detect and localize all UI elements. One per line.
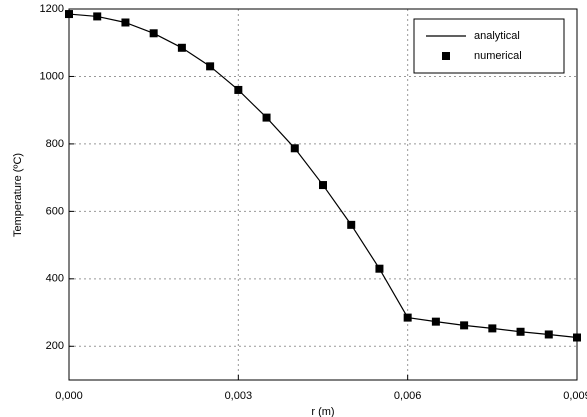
marker: [460, 321, 469, 330]
marker: [347, 220, 356, 229]
marker: [573, 333, 581, 342]
plot-frame: [68, 8, 578, 381]
marker: [121, 18, 130, 27]
legend-label: analytical: [474, 30, 520, 42]
marker: [516, 327, 525, 336]
legend-label: numerical: [474, 50, 522, 62]
y-tick-label: 800: [46, 138, 64, 150]
marker: [319, 181, 327, 190]
x-tick-label: 0,000: [55, 390, 83, 402]
marker: [403, 313, 412, 322]
y-tick-label: 1000: [40, 70, 64, 82]
legend-box: [413, 18, 565, 74]
marker: [234, 85, 243, 94]
marker: [177, 43, 186, 52]
legend-swatch: [442, 52, 450, 60]
x-tick-label: 0,003: [225, 390, 253, 402]
x-tick-label: 0,006: [394, 390, 422, 402]
marker: [375, 264, 384, 273]
marker: [206, 62, 215, 71]
x-axis-label: r (m): [311, 406, 334, 417]
marker: [544, 330, 553, 339]
x-tick-label: 0,009: [563, 390, 587, 402]
marker: [93, 12, 102, 21]
y-tick-label: 1200: [40, 3, 64, 15]
marker: [290, 144, 299, 153]
marker: [488, 324, 497, 333]
marker: [431, 317, 440, 326]
marker: [65, 10, 73, 19]
marker: [262, 113, 271, 122]
marker: [149, 29, 158, 38]
y-tick-label: 600: [46, 205, 64, 217]
y-axis-label: Temperature (ºC): [12, 153, 24, 237]
y-tick-label: 400: [46, 273, 64, 285]
y-tick-label: 200: [46, 340, 64, 352]
